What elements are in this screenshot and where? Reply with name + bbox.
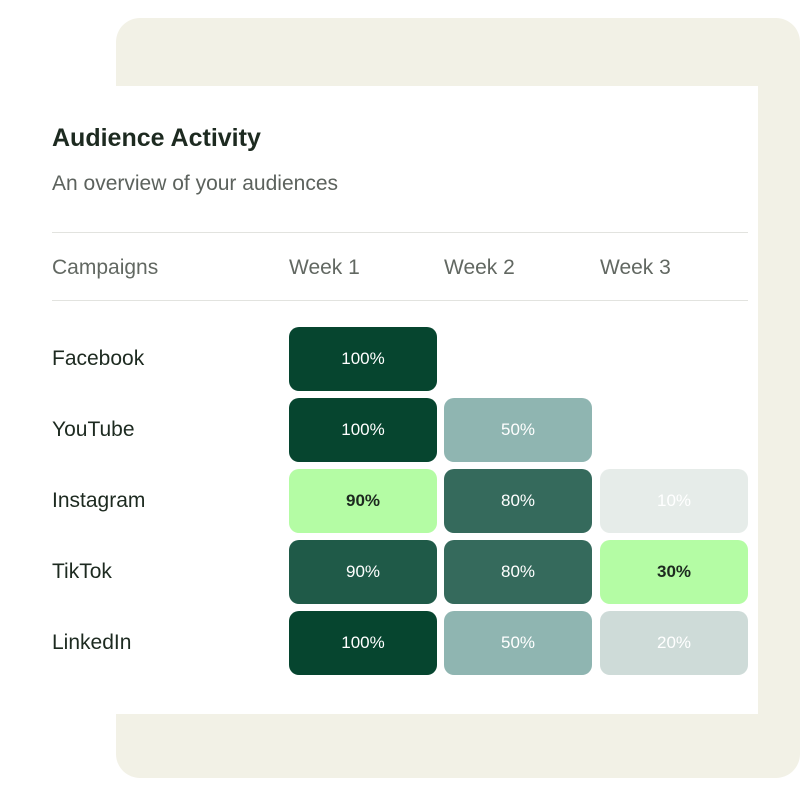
row-label-instagram: Instagram bbox=[52, 489, 146, 512]
column-header-week-3: Week 3 bbox=[600, 256, 671, 279]
row-label-linkedin: LinkedIn bbox=[52, 631, 132, 654]
activity-cell: 20% bbox=[600, 611, 748, 675]
column-header-week-2: Week 2 bbox=[444, 256, 515, 279]
header-top-divider bbox=[52, 232, 748, 233]
activity-cell: 10% bbox=[600, 469, 748, 533]
row-label-tiktok: TikTok bbox=[52, 560, 112, 583]
row-label-youtube: YouTube bbox=[52, 418, 135, 441]
row-label-facebook: Facebook bbox=[52, 347, 145, 370]
activity-cell: 90% bbox=[289, 540, 437, 604]
activity-cell: 50% bbox=[444, 398, 592, 462]
activity-cell: 90% bbox=[289, 469, 437, 533]
activity-cell: 30% bbox=[600, 540, 748, 604]
activity-cell: 100% bbox=[289, 398, 437, 462]
activity-cell: 50% bbox=[444, 611, 592, 675]
activity-cell: 80% bbox=[444, 469, 592, 533]
page-subtitle: An overview of your audiences bbox=[52, 172, 338, 195]
activity-cell: 100% bbox=[289, 611, 437, 675]
activity-cell: 80% bbox=[444, 540, 592, 604]
page-title: Audience Activity bbox=[52, 124, 261, 152]
header-bottom-divider bbox=[52, 300, 748, 301]
column-header-week-1: Week 1 bbox=[289, 256, 360, 279]
activity-cell: 100% bbox=[289, 327, 437, 391]
column-header-campaigns: Campaigns bbox=[52, 256, 159, 279]
